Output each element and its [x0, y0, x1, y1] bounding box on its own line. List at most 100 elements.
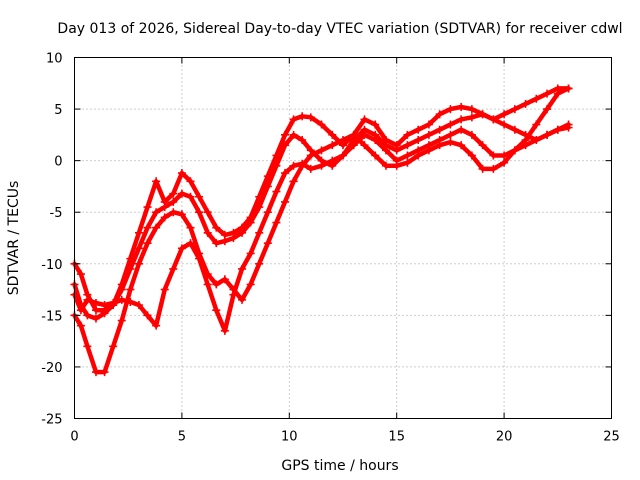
- data-point: [298, 136, 307, 145]
- data-point: [117, 295, 126, 304]
- data-point: [403, 151, 412, 160]
- data-point: [117, 316, 126, 325]
- data-point: [169, 189, 178, 198]
- data-point: [238, 264, 247, 273]
- data-point: [435, 110, 444, 119]
- data-point: [100, 301, 109, 310]
- data-point: [424, 130, 433, 139]
- data-point: [272, 187, 281, 196]
- data-point: [289, 161, 298, 170]
- data-point: [186, 192, 195, 201]
- y-tick-label: -25: [41, 413, 62, 428]
- data-point: [467, 130, 476, 139]
- data-point: [76, 321, 85, 330]
- data-point: [543, 89, 552, 98]
- data-point: [160, 203, 169, 212]
- data-point: [371, 120, 380, 129]
- y-tick-label: 10: [46, 52, 63, 67]
- data-point: [186, 223, 195, 232]
- data-point: [435, 141, 444, 150]
- data-point: [195, 192, 204, 201]
- data-point: [553, 125, 562, 134]
- data-point: [109, 342, 118, 351]
- y-tick-label: -5: [50, 206, 63, 221]
- data-point: [203, 228, 212, 237]
- data-point: [134, 244, 143, 253]
- data-point: [263, 239, 272, 248]
- x-tick-label: 10: [281, 430, 298, 445]
- data-point: [510, 125, 519, 134]
- data-point: [403, 130, 412, 139]
- data-point: [212, 239, 221, 248]
- data-point: [281, 141, 290, 150]
- data-point: [83, 311, 92, 320]
- data-point: [263, 182, 272, 191]
- data-point: [281, 169, 290, 178]
- data-point: [289, 115, 298, 124]
- data-point: [229, 285, 238, 294]
- data-point: [424, 120, 433, 129]
- data-point: [317, 161, 326, 170]
- data-point: [177, 210, 186, 219]
- data-point: [255, 259, 264, 268]
- data-point: [349, 130, 358, 139]
- data-point: [186, 239, 195, 248]
- data-point: [91, 314, 100, 323]
- data-point: [289, 130, 298, 139]
- data-point: [177, 244, 186, 253]
- data-point: [117, 285, 126, 294]
- x-axis-label: GPS time / hours: [281, 458, 398, 474]
- series-trace: [72, 111, 571, 321]
- data-point: [298, 161, 307, 170]
- data-point: [143, 223, 152, 232]
- data-point: [220, 326, 229, 335]
- x-tick-label: 20: [496, 430, 513, 445]
- data-point: [246, 249, 255, 258]
- data-point: [457, 141, 466, 150]
- data-point: [91, 298, 100, 307]
- data-point: [414, 125, 423, 134]
- data-point: [143, 311, 152, 320]
- data-point: [339, 136, 347, 145]
- x-tick-label: 15: [388, 430, 405, 445]
- data-point: [255, 228, 264, 237]
- data-point: [500, 151, 509, 160]
- data-point: [177, 189, 186, 198]
- data-point: [169, 197, 178, 206]
- data-point: [553, 89, 562, 98]
- grid-lines: [74, 57, 612, 419]
- data-point: [467, 151, 476, 160]
- data-point: [381, 146, 390, 155]
- data-point: [392, 146, 401, 155]
- data-point: [543, 105, 552, 114]
- axis-ticks: 0 5 10 15 20 25 -25 -20 -15 -10 -5 0 5 10: [41, 52, 620, 445]
- data-point: [160, 285, 169, 294]
- data-point: [510, 146, 519, 155]
- data-point: [360, 115, 369, 124]
- data-point: [564, 84, 573, 93]
- data-point: [306, 151, 315, 160]
- data-point: [220, 237, 229, 246]
- data-point: [532, 136, 541, 145]
- y-tick-label: -15: [41, 309, 62, 324]
- data-point: [478, 110, 487, 119]
- data-point: [306, 164, 315, 173]
- data-point: [83, 295, 92, 304]
- data-point: [281, 130, 290, 139]
- data-point: [255, 203, 264, 212]
- data-point: [500, 158, 509, 167]
- data-point: [76, 306, 85, 315]
- data-point: [134, 301, 143, 310]
- y-tick-label: -10: [41, 258, 62, 273]
- data-point: [238, 228, 247, 237]
- data-point: [521, 99, 530, 108]
- data-point: [392, 161, 401, 170]
- data-point: [289, 177, 298, 186]
- data-point: [100, 309, 109, 318]
- x-tick-label: 0: [70, 430, 78, 445]
- data-point: [186, 177, 195, 186]
- data-point: [317, 120, 326, 129]
- data-point: [152, 321, 161, 330]
- data-point: [532, 120, 541, 129]
